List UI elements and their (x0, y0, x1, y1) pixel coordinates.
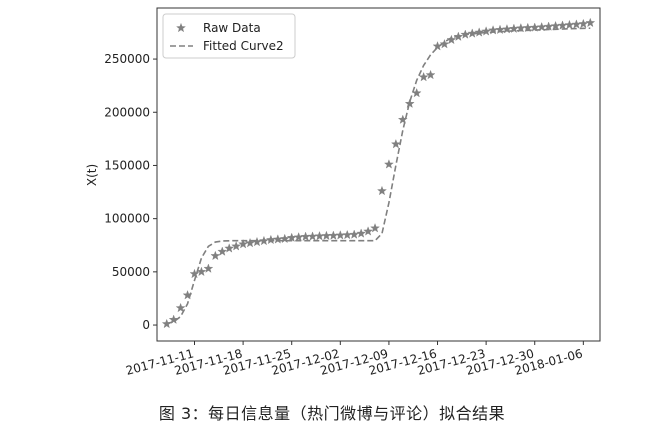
data-point-raw (314, 231, 325, 241)
data-point-raw (349, 229, 360, 239)
data-point-raw (370, 223, 380, 233)
data-point-raw (189, 268, 200, 279)
data-point-raw (307, 231, 318, 241)
data-point-raw (245, 237, 255, 248)
data-point-raw (175, 302, 186, 313)
legend-marker-raw-data (176, 22, 186, 33)
y-tick-label: 250000 (104, 52, 150, 66)
data-point-raw (328, 230, 339, 240)
data-point-raw (161, 318, 172, 329)
data-point-raw (425, 69, 436, 80)
y-tick-label: 0 (142, 318, 150, 332)
data-point-raw (460, 29, 471, 39)
data-point-raw (259, 235, 269, 246)
data-point-raw (404, 98, 415, 108)
data-point-raw (390, 138, 401, 149)
legend-star-icon (176, 22, 186, 33)
legend-label-raw-data: Raw Data (203, 21, 261, 35)
data-point-raw (578, 18, 589, 29)
data-point-raw (453, 31, 464, 41)
data-point-raw (231, 241, 242, 251)
data-point-raw (363, 226, 374, 236)
data-point-raw (439, 38, 450, 49)
data-point-raw (272, 234, 283, 244)
data-point-raw (203, 263, 214, 273)
axes: 0500001000001500002000002500002017-11-11… (104, 52, 584, 378)
data-point-raw (356, 228, 367, 238)
y-tick-label: 200000 (104, 105, 150, 119)
data-point-raw (585, 17, 596, 28)
data-point-raw (238, 239, 249, 249)
figure-caption: 图 3：每日信息量（热门微博与评论）拟合结果 (158, 404, 506, 423)
data-point-raw (168, 314, 179, 324)
y-tick-label: 50000 (112, 265, 150, 279)
data-point-raw (467, 28, 478, 38)
legend-label-fitted-curve: Fitted Curve2 (203, 39, 284, 53)
data-point-raw (335, 230, 346, 240)
data-point-raw (397, 114, 408, 124)
data-point-raw (217, 246, 228, 256)
data-point-raw (474, 27, 485, 37)
legend: Raw Data Fitted Curve2 (162, 13, 296, 59)
data-point-raw (279, 233, 290, 244)
data-point-raw (300, 231, 311, 241)
y-axis-label: X(t) (85, 164, 99, 186)
data-point-raw (446, 34, 457, 45)
data-point-raw (265, 234, 276, 245)
data-point-raw (293, 232, 304, 242)
data-point-raw (383, 159, 394, 169)
data-point-raw (432, 41, 443, 51)
data-point-raw (224, 243, 235, 253)
y-tick-label: 150000 (104, 158, 150, 172)
y-tick-label: 100000 (104, 212, 150, 226)
data-point-raw (557, 20, 568, 30)
data-point-raw (252, 236, 262, 247)
data-point-raw (377, 185, 387, 196)
plot-data (161, 17, 596, 329)
data-point-raw (196, 266, 207, 277)
data-point-raw (182, 290, 193, 300)
legend-box (162, 13, 296, 59)
data-point-raw (342, 229, 353, 240)
data-point-raw (418, 71, 429, 82)
data-point-raw (411, 87, 422, 98)
data-point-raw (571, 19, 582, 29)
plot-frame (156, 7, 601, 342)
data-point-raw (210, 250, 221, 261)
series-line-fitted-curve (166, 27, 591, 325)
data-point-raw (481, 26, 492, 36)
data-point-raw (321, 230, 332, 241)
data-point-raw (564, 19, 575, 30)
